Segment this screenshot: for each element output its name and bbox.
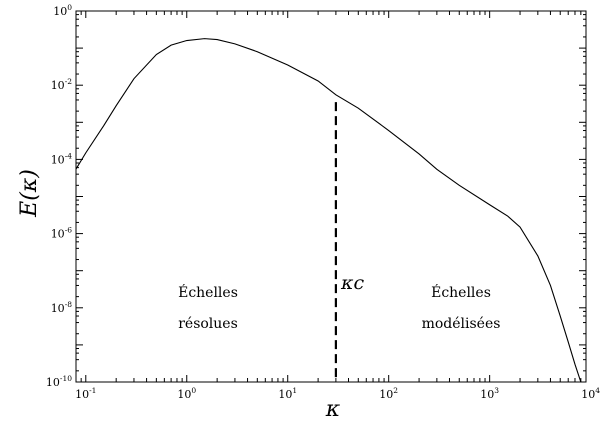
y-tick-label: 100 bbox=[53, 3, 72, 18]
y-tick-label: 10-8 bbox=[51, 300, 73, 315]
modeled-scales-annotation: Échelles modélisées bbox=[422, 283, 501, 332]
energy-spectrum-curve bbox=[75, 38, 586, 383]
y-tick-label: 10-4 bbox=[51, 151, 73, 166]
ticks-layer bbox=[75, 10, 587, 383]
x-tick-label: 104 bbox=[581, 386, 600, 401]
tick-labels: 10-1 100 101 102 103 104 10-10 10-8 10-6 10-4 10-2… bbox=[46, 3, 600, 401]
y-tick-label: 10-10 bbox=[46, 374, 72, 389]
x-tick-label: 101 bbox=[278, 386, 297, 401]
x-tick-label: 102 bbox=[379, 386, 398, 401]
y-axis-title: E(κ) bbox=[17, 169, 42, 218]
x-tick-label: 100 bbox=[177, 386, 196, 401]
cutoff-label: κc bbox=[340, 272, 364, 294]
x-tick-label: 10-1 bbox=[75, 386, 96, 401]
x-axis-title: κ bbox=[325, 397, 341, 422]
y-tick-label: 10-6 bbox=[51, 226, 73, 241]
resolved-scales-annotation: Échelles résolues bbox=[178, 283, 238, 332]
plot-frame bbox=[75, 10, 587, 383]
modeled-scales-line-2: modélisées bbox=[422, 316, 501, 332]
y-tick-label: 10-2 bbox=[51, 77, 73, 92]
modeled-scales-line-1: Échelles bbox=[431, 283, 491, 301]
resolved-scales-line-2: résolues bbox=[178, 316, 238, 332]
resolved-scales-line-1: Échelles bbox=[178, 283, 238, 301]
x-tick-label: 103 bbox=[480, 386, 499, 401]
